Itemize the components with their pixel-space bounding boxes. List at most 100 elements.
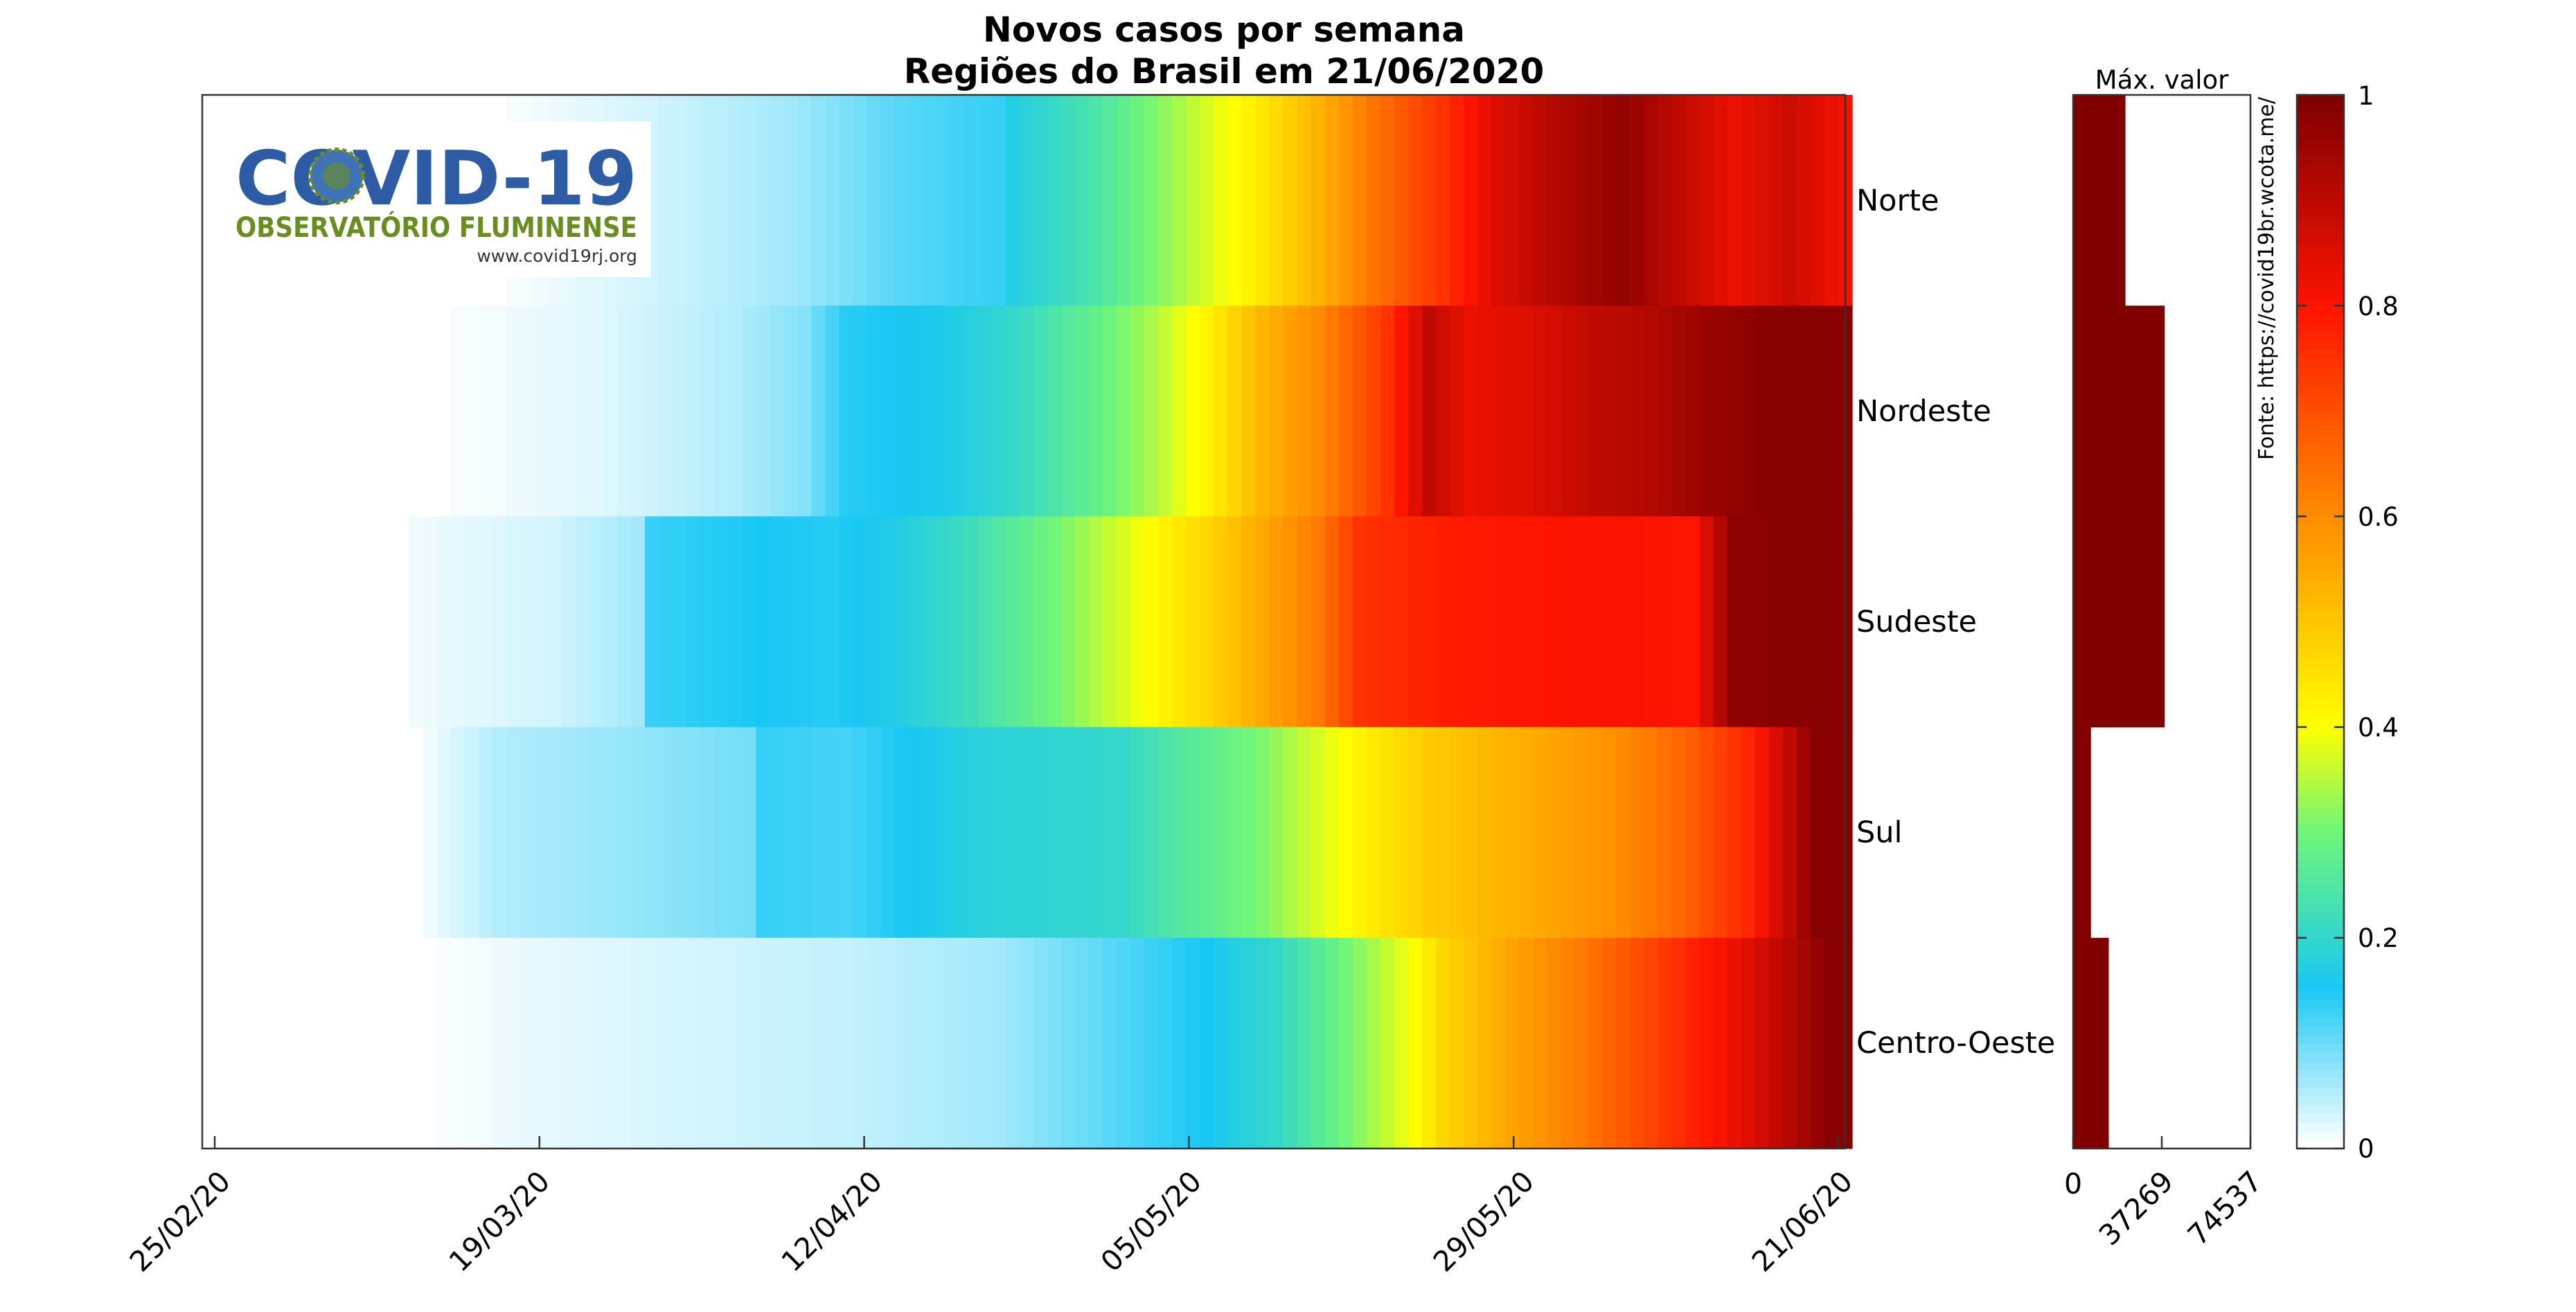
heat-cell <box>880 727 896 939</box>
colorbar-segment <box>2297 648 2344 657</box>
colorbar-segment <box>2297 937 2344 948</box>
colorbar-segment <box>2297 533 2344 544</box>
heat-cell <box>908 305 923 517</box>
heat-cell <box>1033 937 1048 1149</box>
heat-cell <box>839 516 854 728</box>
colorbar-segment <box>2297 1078 2344 1088</box>
heat-cell <box>867 937 882 1149</box>
heat-cell <box>686 937 701 1149</box>
heat-cell <box>1283 95 1298 306</box>
heat-cell <box>1103 937 1117 1149</box>
heat-cell <box>797 95 812 306</box>
heat-cell <box>1186 727 1201 939</box>
colorbar-tick-label: 0.4 <box>2358 713 2399 743</box>
heat-cell <box>1380 516 1395 728</box>
heat-cell <box>742 727 756 939</box>
colorbar-segment <box>2297 1095 2344 1106</box>
heat-cell <box>1755 727 1770 939</box>
heat-cell <box>1491 95 1506 306</box>
colorbar-segment <box>2297 560 2344 570</box>
heat-cell <box>1588 727 1604 939</box>
colorbar-segment <box>2297 920 2344 930</box>
heat-cell <box>575 727 590 939</box>
heat-cell <box>1061 937 1076 1149</box>
heat-cell <box>714 727 729 939</box>
heat-cell <box>450 305 465 517</box>
heat-cell <box>1533 727 1547 939</box>
heat-cell <box>547 937 562 1149</box>
colorbar-segment <box>2297 903 2344 912</box>
colorbar-segment <box>2297 525 2344 535</box>
heat-cell <box>1117 727 1131 939</box>
heat-cell <box>1464 727 1478 939</box>
heat-cell <box>1005 937 1020 1149</box>
heat-cell <box>1089 305 1103 517</box>
colorbar-segment <box>2297 832 2344 842</box>
heat-cell <box>1741 937 1756 1149</box>
heat-cell <box>1200 516 1215 728</box>
colorbar-segment <box>2297 604 2344 614</box>
colorbar-segment <box>2297 1140 2344 1149</box>
heat-cell <box>1075 937 1090 1149</box>
heat-cell <box>686 516 701 728</box>
heat-cell <box>1130 516 1145 728</box>
colorbar-segment <box>2297 1016 2344 1027</box>
colorbar-segment <box>2297 507 2344 517</box>
heat-cell <box>770 95 784 306</box>
heat-cell <box>1338 516 1353 728</box>
heat-cell <box>1782 305 1797 517</box>
colorbar-segment <box>2297 683 2344 693</box>
heat-cell <box>963 937 979 1149</box>
heat-cell <box>880 516 896 728</box>
heat-cell <box>519 937 535 1149</box>
heat-cell <box>1366 95 1381 306</box>
heat-cell <box>1685 95 1700 306</box>
heat-cell <box>1436 95 1450 306</box>
heat-cell <box>894 727 909 939</box>
heat-cell <box>797 937 812 1149</box>
heat-cell <box>977 937 993 1149</box>
heat-cell <box>1602 937 1617 1149</box>
colorbar-tick-label: 0.2 <box>2358 923 2399 953</box>
row-label-centro-oeste: Centro-Oeste <box>1856 1026 2055 1061</box>
colorbar-segment <box>2297 779 2344 789</box>
colorbar-segment <box>2297 375 2344 385</box>
chart-subtitle: Regiões do Brasil em 21/06/2020 <box>904 51 1545 91</box>
heat-cell <box>1505 937 1520 1149</box>
heat-cell <box>1741 305 1756 517</box>
colorbar-segment <box>2297 270 2344 280</box>
row-label-sudeste: Sudeste <box>1856 605 1977 639</box>
heat-cell <box>1713 516 1728 728</box>
heat-cell <box>1491 727 1506 939</box>
x-tick-label: 19/03/20 <box>443 1164 556 1278</box>
heat-cell <box>589 727 604 939</box>
heat-cell <box>1352 95 1367 306</box>
heat-cell <box>464 516 479 728</box>
heat-cell <box>1658 727 1673 939</box>
heat-cell <box>1644 95 1659 306</box>
colorbar-segment <box>2297 612 2344 623</box>
heat-cell <box>1075 516 1090 728</box>
heat-cell <box>1144 516 1159 728</box>
colorbar-segment <box>2297 446 2344 456</box>
colorbar-segment <box>2297 411 2344 420</box>
heat-cell <box>1533 305 1547 517</box>
colorbar-segment <box>2297 1061 2344 1070</box>
colorbar-segment <box>2297 815 2344 824</box>
heat-cell <box>478 727 493 939</box>
heat-cell <box>1324 516 1340 728</box>
heat-cell <box>1602 305 1617 517</box>
heat-cell <box>1352 516 1367 728</box>
heat-cell <box>977 305 993 517</box>
colorbar-segment <box>2297 946 2344 956</box>
heat-cell <box>742 95 756 306</box>
heat-cell <box>1491 937 1506 1149</box>
max-value-bar <box>2073 937 2109 1149</box>
heat-cell <box>1047 305 1062 517</box>
colorbar-segment <box>2297 419 2344 429</box>
heat-cell <box>1019 937 1034 1149</box>
heat-cell <box>1727 95 1742 306</box>
heat-cell <box>645 516 659 728</box>
row-label-sul: Sul <box>1856 815 1903 850</box>
heat-cell <box>728 305 743 517</box>
